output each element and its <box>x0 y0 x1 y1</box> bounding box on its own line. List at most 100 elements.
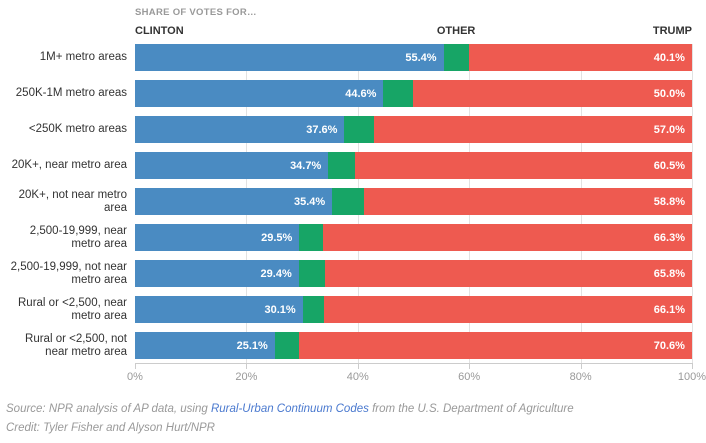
trump-segment: 40.1% <box>468 44 692 71</box>
bar-row: Rural or <2,500, not near metro area 25.… <box>0 332 692 359</box>
axis-tick <box>692 363 693 369</box>
trump-value-label: 70.6% <box>653 339 685 352</box>
row-label: 20K+, near metro area <box>11 159 127 171</box>
other-segment <box>332 188 365 215</box>
trump-segment: 70.6% <box>298 332 692 359</box>
row-label: 2,500-19,999, near metro area <box>29 224 127 250</box>
clinton-segment: 29.5% <box>135 224 300 251</box>
trump-segment: 57.0% <box>374 116 692 143</box>
trump-segment: 66.3% <box>322 224 692 251</box>
bar-rows: 1M+ metro areas 55.4% 40.1% 250K-1M metr… <box>0 44 692 368</box>
axis-tick <box>469 363 471 369</box>
stacked-bar: 25.1% 70.6% <box>135 332 692 359</box>
trump-segment: 65.8% <box>325 260 692 287</box>
trump-value-label: 50.0% <box>653 87 685 100</box>
clinton-segment: 30.1% <box>135 296 303 323</box>
other-segment <box>328 152 355 179</box>
row-label: 2,500-19,999, not near metro area <box>10 260 127 286</box>
other-segment <box>443 44 469 71</box>
row-label: Rural or <2,500, near metro area <box>18 296 127 322</box>
trump-segment: 50.0% <box>413 80 692 107</box>
axis-tick-label: 80% <box>569 371 592 383</box>
axis-tick-label: 100% <box>677 371 706 383</box>
column-headers: CLINTON OTHER TRUMP <box>135 25 692 38</box>
source-link[interactable]: Rural-Urban Continuum Codes <box>210 403 369 415</box>
bar-row: 250K-1M metro areas 44.6% 50.0% <box>0 80 692 107</box>
row-label: Rural or <2,500, not near metro area <box>25 332 127 358</box>
other-segment <box>298 260 326 287</box>
clinton-segment: 29.4% <box>135 260 299 287</box>
bar-row: 20K+, not near metro area 35.4% 58.8% <box>0 188 692 215</box>
column-header-clinton: CLINTON <box>135 25 184 37</box>
stacked-bar: 35.4% 58.8% <box>135 188 692 215</box>
clinton-value-label: 34.7% <box>290 159 322 172</box>
chart-footer: Source: NPR analysis of AP data, using R… <box>6 400 574 438</box>
source-line: Source: NPR analysis of AP data, using R… <box>6 400 574 419</box>
trump-value-label: 60.5% <box>653 159 685 172</box>
column-header-trump: TRUMP <box>652 25 692 37</box>
clinton-value-label: 55.4% <box>405 51 437 64</box>
axis-tick-label: 20% <box>235 371 258 383</box>
bar-row: 1M+ metro areas 55.4% 40.1% <box>0 44 692 71</box>
stacked-bar: 29.5% 66.3% <box>135 224 692 251</box>
gridline <box>692 44 693 363</box>
source-text-prefix: Source: NPR analysis of AP data, using <box>6 403 211 415</box>
column-header-other: OTHER <box>436 25 476 37</box>
clinton-value-label: 35.4% <box>293 195 326 208</box>
trump-value-label: 65.8% <box>653 267 685 280</box>
trump-segment: 60.5% <box>355 152 692 179</box>
stacked-bar: 30.1% 66.1% <box>135 296 692 323</box>
other-segment <box>299 224 323 251</box>
x-axis: 0% 20% 40% 60% 80% 100% <box>127 363 706 385</box>
axis-tick-label: 40% <box>346 371 369 383</box>
stacked-bar: 34.7% 60.5% <box>135 152 692 179</box>
stacked-bar: 37.6% 57.0% <box>135 116 692 143</box>
clinton-value-label: 37.6% <box>306 123 338 136</box>
row-label: 250K-1M metro areas <box>15 87 127 99</box>
axis-tick <box>357 363 359 369</box>
trump-value-label: 58.8% <box>653 195 685 208</box>
row-label: 20K+, not near metro area <box>18 188 127 214</box>
clinton-value-label: 25.1% <box>236 339 268 352</box>
trump-segment: 58.8% <box>364 188 692 215</box>
bar-row: 20K+, near metro area 34.7% 60.5% <box>0 152 692 179</box>
other-segment <box>344 116 375 143</box>
clinton-value-label: 30.1% <box>264 303 296 316</box>
clinton-value-label: 29.4% <box>260 267 292 280</box>
other-segment <box>302 296 324 323</box>
stacked-bar: 44.6% 50.0% <box>135 80 692 107</box>
axis-tick <box>246 363 248 369</box>
clinton-segment: 25.1% <box>135 332 275 359</box>
row-label: <250K metro areas <box>28 123 127 135</box>
bar-row: Rural or <2,500, near metro area 30.1% 6… <box>0 296 692 323</box>
clinton-segment: 35.4% <box>135 188 333 215</box>
x-axis-line <box>135 363 692 364</box>
clinton-segment: 34.7% <box>135 152 329 179</box>
trump-value-label: 57.0% <box>653 123 685 136</box>
axis-tick <box>135 363 136 369</box>
row-label: 1M+ metro areas <box>39 51 127 63</box>
clinton-value-label: 44.6% <box>345 87 377 100</box>
trump-value-label: 40.1% <box>653 51 685 64</box>
stacked-bar: 55.4% 40.1% <box>135 44 692 71</box>
axis-tick-label: 0% <box>127 371 143 383</box>
bar-row: 2,500-19,999, not near metro area 29.4% … <box>0 260 692 287</box>
axis-tick <box>580 363 582 369</box>
clinton-segment: 55.4% <box>135 44 444 71</box>
bar-row: 2,500-19,999, near metro area 29.5% 66.3… <box>0 224 692 251</box>
credit-line: Credit: Tyler Fisher and Alyson Hurt/NPR <box>6 422 215 434</box>
trump-value-label: 66.1% <box>653 303 685 316</box>
clinton-value-label: 29.5% <box>261 231 293 244</box>
other-segment <box>383 80 414 107</box>
source-text-suffix: from the U.S. Department of Agriculture <box>368 403 574 415</box>
trump-segment: 66.1% <box>323 296 692 323</box>
clinton-segment: 37.6% <box>135 116 345 143</box>
bar-row: <250K metro areas 37.6% 57.0% <box>0 116 692 143</box>
axis-tick-label: 60% <box>458 371 481 383</box>
chart-kicker: SHARE OF VOTES FOR… <box>135 7 257 18</box>
trump-value-label: 66.3% <box>653 231 685 244</box>
clinton-segment: 44.6% <box>135 80 384 107</box>
other-segment <box>274 332 299 359</box>
stacked-bar: 29.4% 65.8% <box>135 260 692 287</box>
